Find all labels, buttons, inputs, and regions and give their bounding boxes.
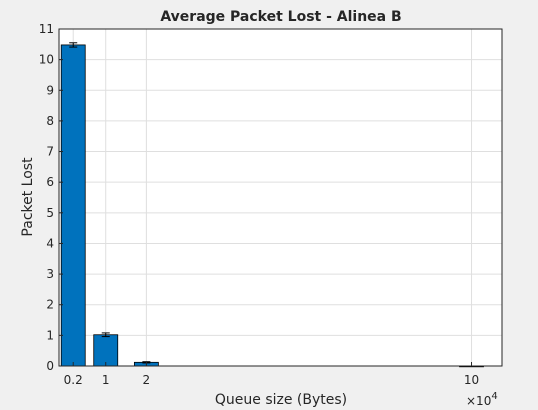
y-tick-label: 7 xyxy=(46,145,54,159)
y-tick-label: 1 xyxy=(46,328,54,342)
x-tick-label: 10 xyxy=(464,373,479,387)
plot-frame xyxy=(58,28,503,367)
x-axis-exponent-power: 4 xyxy=(491,391,497,402)
y-tick-label: 8 xyxy=(46,114,54,128)
y-tick-label: 5 xyxy=(46,206,54,220)
plot-area xyxy=(59,29,502,366)
y-tick-label: 6 xyxy=(46,175,54,189)
y-tick-label: 0 xyxy=(46,359,54,373)
x-axis-exponent: ×104 xyxy=(466,391,498,408)
grid xyxy=(59,28,502,367)
x-ticks: 0.2 1 2 10 xyxy=(64,362,479,387)
y-axis-label: Packet Lost xyxy=(20,157,36,237)
x-axis-label: Queue size (Bytes) xyxy=(215,392,347,408)
y-tick-label: 10 xyxy=(39,53,54,67)
x-axis-exponent-base: ×10 xyxy=(466,394,491,408)
y-ticks: 0 1 2 3 4 5 6 7 8 9 10 11 xyxy=(39,22,63,373)
bar xyxy=(60,44,86,367)
x-tick-label: 2 xyxy=(143,373,151,387)
y-tick-label: 3 xyxy=(46,267,54,281)
y-tick-label: 2 xyxy=(46,298,54,312)
x-tick-label: 0.2 xyxy=(64,373,83,387)
x-tick-label: 1 xyxy=(102,373,110,387)
y-tick-label: 11 xyxy=(39,22,54,36)
y-tick-label: 9 xyxy=(46,83,54,97)
bar xyxy=(93,334,119,367)
chart-title: Average Packet Lost - Alinea B xyxy=(160,9,401,25)
y-tick-label: 4 xyxy=(46,236,54,250)
